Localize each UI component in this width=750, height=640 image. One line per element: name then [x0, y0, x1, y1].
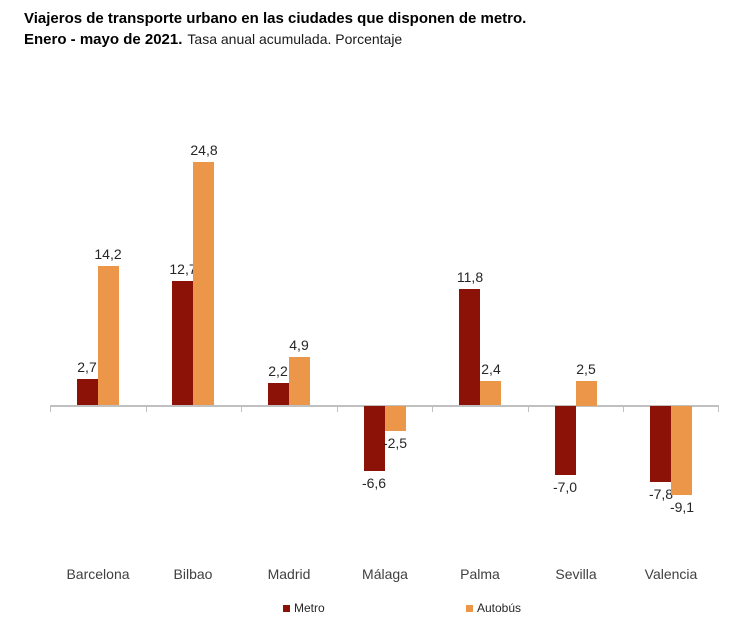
- legend-swatch-metro-icon: [283, 604, 290, 612]
- legend: Metro Autobús: [0, 601, 750, 621]
- legend-item-metro: Metro: [283, 601, 325, 615]
- value-label-metro-barcelona: 2,7: [77, 359, 97, 375]
- value-label-metro-palma: 11,8: [456, 269, 484, 285]
- category-axis-labels: Barcelona Bilbao Madrid Málaga Palma Sevilla V…: [50, 566, 719, 586]
- x-axis-tick: [50, 407, 51, 412]
- bar-autobus-malaga: [385, 406, 406, 431]
- bar-metro-bilbao: [172, 281, 193, 405]
- x-axis-tick: [623, 407, 624, 412]
- category-label-barcelona: Barcelona: [66, 566, 130, 582]
- value-label-autobus-madrid: 4,9: [289, 337, 309, 353]
- legend-label-autobus: Autobús: [477, 601, 522, 615]
- x-axis-tick: [241, 407, 242, 412]
- chart-subtitle-units: Tasa anual acumulada. Porcentaje: [187, 30, 403, 47]
- chart-title-block: Viajeros de transporte urbano en las ciu…: [24, 8, 526, 50]
- x-axis-tick: [528, 407, 529, 412]
- bar-metro-sevilla: [555, 406, 576, 475]
- bar-metro-valencia: [650, 406, 671, 482]
- bar-autobus-palma: [480, 381, 501, 405]
- bar-autobus-barcelona: [98, 266, 119, 405]
- category-label-bilbao: Bilbao: [173, 566, 213, 582]
- x-axis-tick: [337, 407, 338, 412]
- value-label-autobus-malaga: -2,5: [382, 435, 408, 451]
- value-label-metro-valencia: -7,8: [648, 486, 674, 502]
- category-label-sevilla: Sevilla: [555, 566, 597, 582]
- x-axis-tick: [146, 407, 147, 412]
- chart-subtitle-period: Enero - mayo de 2021.: [24, 30, 183, 48]
- category-label-palma: Palma: [460, 566, 500, 582]
- value-label-autobus-bilbao: 24,8: [190, 142, 218, 158]
- value-label-autobus-barcelona: 14,2: [94, 246, 122, 262]
- category-label-valencia: Valencia: [644, 566, 698, 582]
- bar-metro-barcelona: [77, 379, 98, 405]
- bar-autobus-bilbao: [193, 162, 214, 405]
- value-label-autobus-sevilla: 2,5: [576, 361, 596, 377]
- category-label-madrid: Madrid: [267, 566, 311, 582]
- bar-autobus-sevilla: [576, 381, 597, 406]
- bar-autobus-madrid: [289, 357, 310, 405]
- value-label-metro-sevilla: -7,0: [552, 479, 578, 495]
- legend-swatch-autobus-icon: [466, 604, 473, 612]
- x-axis-tick: [718, 407, 719, 412]
- x-axis-tick: [432, 407, 433, 412]
- value-label-autobus-palma: 2,4: [481, 361, 501, 377]
- legend-item-autobus: Autobús: [466, 601, 521, 615]
- bar-metro-madrid: [268, 383, 289, 405]
- chart-title: Viajeros de transporte urbano en las ciu…: [24, 10, 527, 27]
- bar-metro-malaga: [364, 406, 385, 471]
- bar-autobus-valencia: [671, 406, 692, 495]
- plot-area: 2,7 14,2 12,7 24,8 2,2 4,9 -6,6 -2,5 11,8 2,4 -7,0…: [50, 120, 719, 520]
- legend-label-metro: Metro: [294, 601, 325, 615]
- category-label-malaga: Málaga: [362, 566, 408, 582]
- chart-subtitle: Enero - mayo de 2021. Tasa anual acumulad…: [24, 30, 526, 50]
- value-label-metro-malaga: -6,6: [361, 475, 387, 491]
- value-label-metro-madrid: 2,2: [268, 363, 288, 379]
- value-label-metro-bilbao: 12,7: [169, 261, 197, 277]
- value-label-autobus-valencia: -9,1: [669, 499, 695, 515]
- bar-metro-palma: [459, 289, 480, 405]
